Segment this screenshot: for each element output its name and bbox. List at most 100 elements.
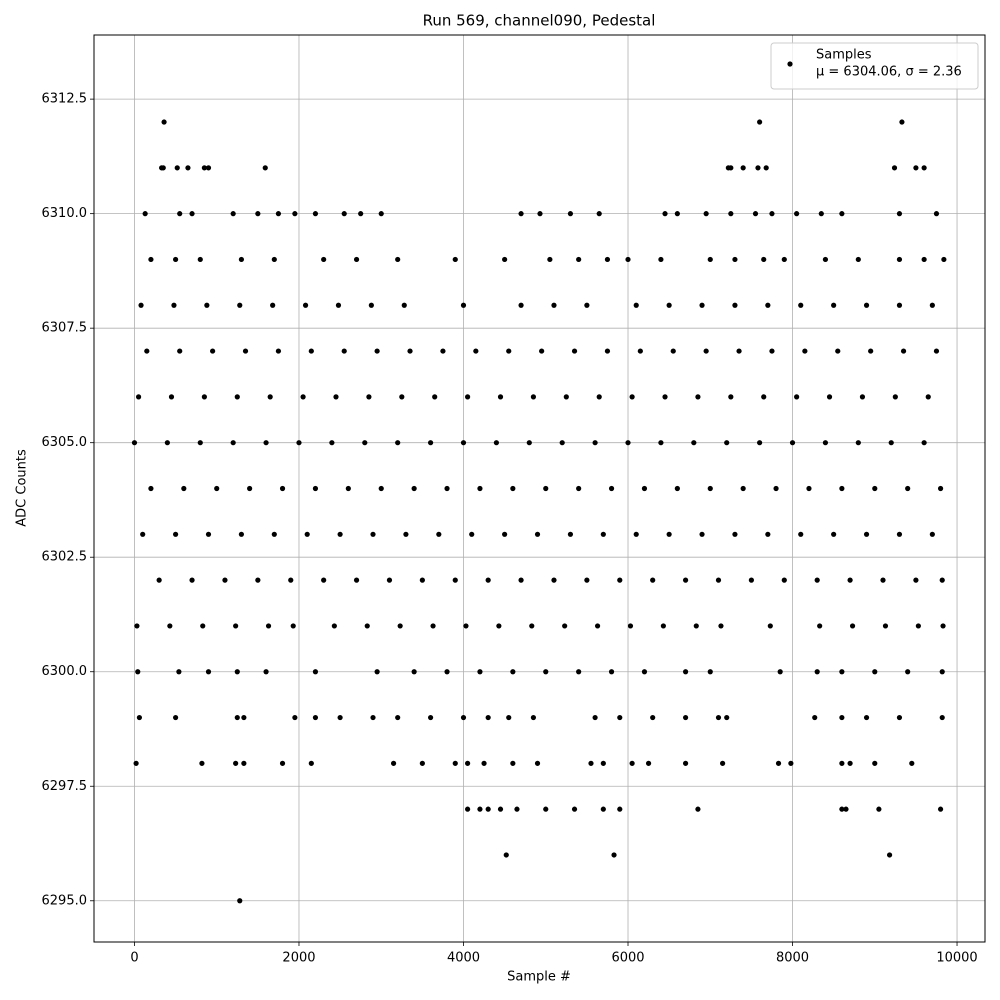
data-point — [724, 714, 730, 721]
data-point — [534, 531, 541, 537]
data-point — [374, 348, 380, 354]
data-point — [263, 440, 269, 446]
data-point — [234, 714, 240, 721]
x-tick-label: 6000 — [611, 951, 644, 966]
data-point — [596, 394, 602, 400]
data-point — [769, 211, 775, 217]
x-tick-label: 8000 — [776, 951, 809, 966]
data-point — [265, 623, 272, 629]
data-point — [237, 898, 243, 904]
y-tick-label: 6300.0 — [42, 664, 88, 679]
data-point — [818, 211, 824, 217]
data-point — [279, 760, 286, 766]
data-point — [703, 348, 709, 354]
data-point — [452, 256, 458, 263]
data-point — [308, 348, 314, 354]
data-point — [600, 806, 606, 812]
data-point — [608, 485, 615, 492]
data-point — [230, 440, 236, 446]
data-point — [891, 165, 898, 171]
data-point — [789, 440, 796, 446]
data-point — [197, 440, 203, 446]
data-point — [699, 302, 705, 308]
data-point — [658, 256, 664, 263]
data-point — [740, 165, 746, 171]
data-point — [485, 714, 491, 721]
data-point — [530, 394, 537, 400]
data-point — [752, 211, 759, 217]
data-point — [292, 211, 298, 217]
data-point — [267, 394, 273, 400]
data-point — [571, 806, 578, 812]
data-point — [241, 760, 247, 766]
data-point — [321, 256, 327, 263]
data-point — [503, 852, 509, 858]
data-point — [600, 760, 606, 766]
data-point — [909, 760, 915, 766]
data-point — [530, 714, 537, 721]
y-tick-label: 6295.0 — [42, 893, 88, 908]
data-point — [896, 256, 903, 263]
data-point — [197, 256, 203, 263]
data-point — [477, 485, 483, 492]
data-point — [732, 531, 738, 537]
y-tick-label: 6312.5 — [42, 92, 88, 107]
data-point — [868, 348, 874, 354]
data-point — [921, 165, 927, 171]
data-point — [335, 302, 342, 308]
data-point — [839, 669, 845, 675]
data-point — [312, 714, 319, 721]
data-point — [855, 256, 861, 263]
data-point — [674, 485, 680, 492]
data-point — [300, 394, 306, 400]
x-tick-label: 2000 — [282, 951, 315, 966]
data-point — [584, 302, 590, 308]
data-point — [167, 623, 173, 629]
data-point — [781, 577, 787, 583]
data-point — [537, 211, 543, 217]
data-point — [567, 211, 574, 217]
data-point — [140, 531, 146, 537]
data-point — [863, 531, 870, 537]
y-tick-label: 6302.5 — [42, 550, 88, 565]
data-point — [769, 348, 775, 354]
data-point — [662, 394, 668, 400]
data-point — [814, 577, 820, 583]
data-point — [237, 302, 243, 308]
data-point — [666, 531, 672, 537]
data-point — [270, 302, 276, 308]
data-point — [189, 211, 195, 217]
data-point — [378, 211, 384, 217]
data-point — [514, 806, 520, 812]
y-axis-label: ADC Counts — [15, 449, 30, 527]
data-point — [460, 440, 467, 446]
data-point — [929, 302, 935, 308]
data-point — [863, 714, 870, 721]
data-point — [233, 760, 239, 766]
data-point — [263, 669, 269, 675]
data-point — [732, 302, 738, 308]
data-point — [798, 302, 804, 308]
data-point — [176, 669, 182, 675]
data-point — [230, 211, 236, 217]
data-point — [403, 531, 409, 537]
data-point — [892, 394, 898, 400]
data-point — [189, 577, 195, 583]
data-point — [835, 348, 841, 354]
data-point — [576, 485, 582, 492]
data-point — [777, 669, 783, 675]
data-point — [247, 485, 253, 492]
data-point — [331, 623, 337, 629]
data-point — [452, 760, 458, 766]
chart-title: Run 569, channel090, Pedestal — [423, 12, 656, 30]
data-point — [715, 714, 722, 721]
data-point — [728, 394, 734, 400]
data-point — [720, 760, 726, 766]
data-point — [921, 440, 927, 446]
data-point — [341, 348, 347, 354]
data-point — [600, 531, 606, 537]
data-point — [529, 623, 535, 629]
data-point — [312, 669, 319, 675]
data-point — [817, 623, 823, 629]
